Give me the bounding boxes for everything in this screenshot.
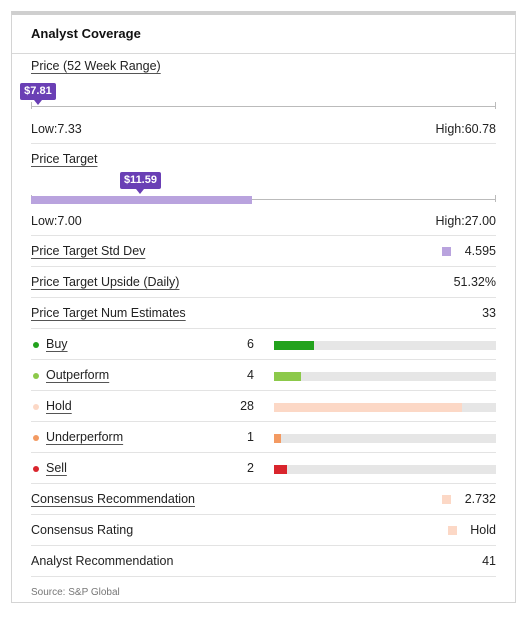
price-target-label[interactable]: Price Target bbox=[31, 152, 98, 166]
panel-header: Analyst Coverage bbox=[12, 15, 515, 54]
num-estimates-label[interactable]: Price Target Num Estimates bbox=[31, 306, 186, 320]
rating-label-hold[interactable]: Hold bbox=[46, 399, 72, 413]
rating-label-outperform[interactable]: Outperform bbox=[46, 368, 110, 382]
price-target-range-fill bbox=[31, 196, 252, 204]
rating-label-underperform[interactable]: Underperform bbox=[46, 430, 124, 444]
divider bbox=[31, 297, 496, 298]
consensus-recommendation-label[interactable]: Consensus Recommendation bbox=[31, 492, 195, 506]
price-target-high-label: High:27.00 bbox=[435, 214, 496, 228]
analyst-recommendation-value: 41 bbox=[482, 554, 496, 568]
divider bbox=[31, 390, 496, 391]
divider bbox=[31, 514, 496, 515]
rating-bar-track bbox=[274, 434, 496, 443]
num-estimates-value: 33 bbox=[482, 306, 496, 320]
divider bbox=[31, 235, 496, 236]
rating-count-underperform: 1 bbox=[247, 430, 254, 444]
analyst-coverage-panel: Analyst Coverage Price (52 Week Range) $… bbox=[11, 11, 516, 603]
rating-dot-buy bbox=[33, 342, 39, 348]
std-dev-swatch bbox=[442, 247, 451, 256]
rating-dot-sell bbox=[33, 466, 39, 472]
price-target-track bbox=[31, 199, 496, 200]
current-price-tag: $7.81 bbox=[20, 83, 56, 105]
consensus-rating-value: Hold bbox=[470, 523, 496, 537]
divider bbox=[31, 421, 496, 422]
consensus-rating-label: Consensus Rating bbox=[31, 523, 134, 537]
price-target-low-label: Low:7.00 bbox=[31, 214, 82, 228]
upside-label[interactable]: Price Target Upside (Daily) bbox=[31, 275, 180, 289]
consensus-recommendation-value: 2.732 bbox=[464, 492, 496, 506]
price-range-end-tick bbox=[495, 102, 496, 109]
rating-count-outperform: 4 bbox=[247, 368, 254, 382]
rating-bar-track bbox=[274, 403, 496, 412]
rating-bar-track bbox=[274, 341, 496, 350]
rating-bar-track bbox=[274, 465, 496, 474]
price-range-start-tick bbox=[31, 102, 32, 109]
rating-bar-track bbox=[274, 372, 496, 381]
rating-dot-outperform bbox=[33, 373, 39, 379]
divider bbox=[31, 545, 496, 546]
rating-bar-buy bbox=[274, 341, 315, 350]
price-range-track bbox=[31, 106, 496, 107]
std-dev-label[interactable]: Price Target Std Dev bbox=[31, 244, 146, 258]
rating-bar-underperform bbox=[274, 434, 281, 443]
price-target-end-tick bbox=[495, 195, 496, 202]
price-target-tag: $11.59 bbox=[119, 172, 161, 194]
rating-label-sell[interactable]: Sell bbox=[46, 461, 67, 475]
rating-count-sell: 2 bbox=[247, 461, 254, 475]
price-low-label: Low:7.33 bbox=[31, 122, 82, 136]
consensus-rating-swatch bbox=[448, 526, 457, 535]
panel-title: Analyst Coverage bbox=[31, 26, 141, 41]
divider bbox=[31, 266, 496, 267]
rating-count-buy: 6 bbox=[247, 337, 254, 351]
rating-bar-outperform bbox=[274, 372, 301, 381]
divider bbox=[31, 143, 496, 144]
source-note: Source: S&P Global bbox=[31, 587, 120, 598]
consensus-recommendation-swatch bbox=[442, 495, 451, 504]
divider bbox=[31, 452, 496, 453]
divider bbox=[31, 576, 496, 577]
rating-dot-hold bbox=[33, 404, 39, 410]
rating-bar-sell bbox=[274, 465, 288, 474]
divider bbox=[31, 483, 496, 484]
divider bbox=[31, 328, 496, 329]
rating-count-hold: 28 bbox=[240, 399, 254, 413]
rating-dot-underperform bbox=[33, 435, 39, 441]
price-high-label: High:60.78 bbox=[435, 122, 496, 136]
upside-value: 51.32% bbox=[453, 275, 496, 289]
rating-label-buy[interactable]: Buy bbox=[46, 337, 68, 351]
rating-bar-hold bbox=[274, 403, 463, 412]
analyst-recommendation-label: Analyst Recommendation bbox=[31, 554, 174, 568]
divider bbox=[31, 359, 496, 360]
price-range-label[interactable]: Price (52 Week Range) bbox=[31, 59, 161, 73]
std-dev-value: 4.595 bbox=[464, 244, 496, 258]
